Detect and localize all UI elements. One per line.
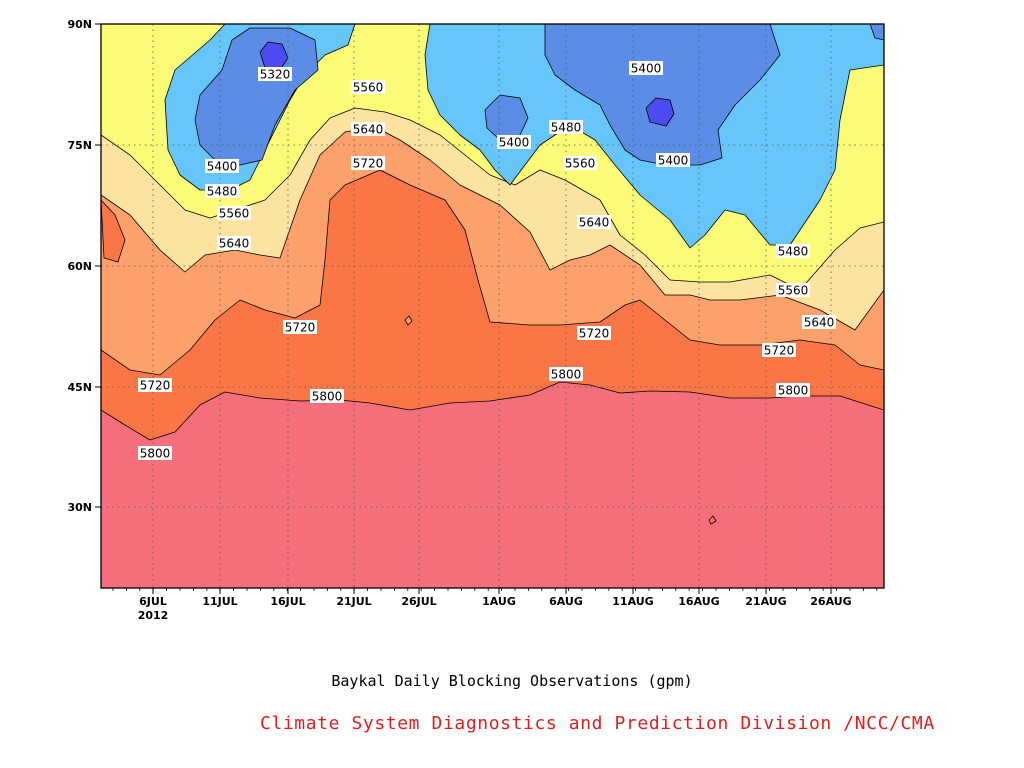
contour-label: 5480: [207, 185, 238, 199]
contour-label-box: [497, 135, 531, 149]
contour-label-box: [258, 67, 292, 81]
contour-band-5320_5400: [194, 24, 884, 166]
contour-label: 5480: [551, 121, 582, 135]
contour-label: 5720: [353, 157, 384, 171]
contour-lines: [101, 199, 717, 525]
grid-lines: [101, 24, 884, 588]
contour-label: 5560: [565, 157, 596, 171]
contour-label-box: [205, 159, 239, 173]
contour-label-box: [629, 61, 663, 75]
x-tick-label: 1AUG: [482, 595, 516, 608]
contour-label: 5800: [551, 368, 582, 382]
contour-label-box: [217, 236, 251, 250]
contour-label: 5640: [219, 237, 250, 251]
contour-label-box: [802, 315, 836, 329]
contour-cell: [404, 315, 413, 326]
contour-label-box: [776, 283, 810, 297]
x-tick-label: 16JUL: [270, 595, 305, 608]
x-tick-label: 11JUL: [202, 595, 237, 608]
contour-label: 5480: [778, 245, 809, 259]
contour-label-box: [549, 120, 583, 134]
contour-label-box: [283, 320, 317, 334]
contour-label: 5720: [285, 321, 316, 335]
contour-label-box: [205, 184, 239, 198]
contour-label: 5400: [658, 154, 689, 168]
x-tick-label: 6JUL: [139, 595, 167, 608]
x-tick-label: 16AUG: [678, 595, 719, 608]
contour-label-box: [762, 343, 796, 357]
y-axis: 30N 45N 60N 75N 90N: [67, 18, 101, 514]
x-tick-label: 26JUL: [401, 595, 436, 608]
contour-label-box: [351, 156, 385, 170]
contour-label: 5560: [353, 81, 384, 95]
chart-caption: Baykal Daily Blocking Observations (gpm): [331, 672, 693, 690]
x-tick-label: 21AUG: [745, 595, 786, 608]
contour-label-box: [138, 446, 172, 460]
credit-text: Climate System Diagnostics and Predictio…: [260, 713, 935, 734]
contour-cell: [708, 515, 717, 525]
contour-label-box: [549, 367, 583, 381]
contour-label: 5800: [778, 384, 809, 398]
x-year-label: 2012: [138, 609, 169, 622]
contour-cell: [101, 199, 126, 263]
contour-label: 5400: [499, 136, 530, 150]
x-tick-label: 26AUG: [810, 595, 851, 608]
contour-labels: 5320 5400 5480 5560 5640 5720 5800 5560 5640 5720…: [138, 61, 836, 461]
contour-label: 5320: [260, 68, 291, 82]
x-tick-label: 6AUG: [549, 595, 583, 608]
contour-label: 5800: [140, 447, 171, 461]
contour-label-box: [351, 122, 385, 136]
contour-label: 5720: [140, 379, 171, 393]
contour-label-box: [138, 378, 172, 392]
contour-label-box: [351, 80, 385, 94]
contour-label: 5560: [219, 207, 250, 221]
contour-label-box: [310, 389, 344, 403]
x-axis: 6JUL 11JUL 16JUL 21JUL 26JUL 1AUG 6AUG 11AUG 16A…: [112, 588, 878, 622]
plot-frame: [100, 23, 885, 589]
y-tick-label: 90N: [67, 18, 92, 31]
y-tick-label: 30N: [67, 501, 92, 514]
contour-plot: 6JUL 11JUL 16JUL 21JUL 26JUL 1AUG 6AUG 11AUG 16A…: [67, 18, 885, 622]
contour-fills: [101, 24, 884, 588]
x-tick-label: 21JUL: [336, 595, 371, 608]
contour-label: 5400: [631, 62, 662, 76]
contour-label-box: [217, 206, 251, 220]
contour-label: 5560: [778, 284, 809, 298]
contour-label: 5640: [804, 316, 835, 330]
contour-label: 5640: [579, 216, 610, 230]
contour-label: 5400: [207, 160, 238, 174]
contour-label-box: [656, 153, 690, 167]
contour-label: 5640: [353, 123, 384, 137]
y-tick-label: 60N: [67, 260, 92, 273]
contour-label: 5720: [579, 327, 610, 341]
contour-label-box: [563, 156, 597, 170]
contour-label: 5800: [312, 390, 343, 404]
contour-label-box: [776, 383, 810, 397]
contour-label-box: [776, 244, 810, 258]
y-tick-label: 45N: [67, 381, 92, 394]
contour-label-box: [577, 215, 611, 229]
x-tick-label: 11AUG: [612, 595, 653, 608]
contour-label: 5720: [764, 344, 795, 358]
y-tick-label: 75N: [67, 139, 92, 152]
contour-label-box: [577, 326, 611, 340]
